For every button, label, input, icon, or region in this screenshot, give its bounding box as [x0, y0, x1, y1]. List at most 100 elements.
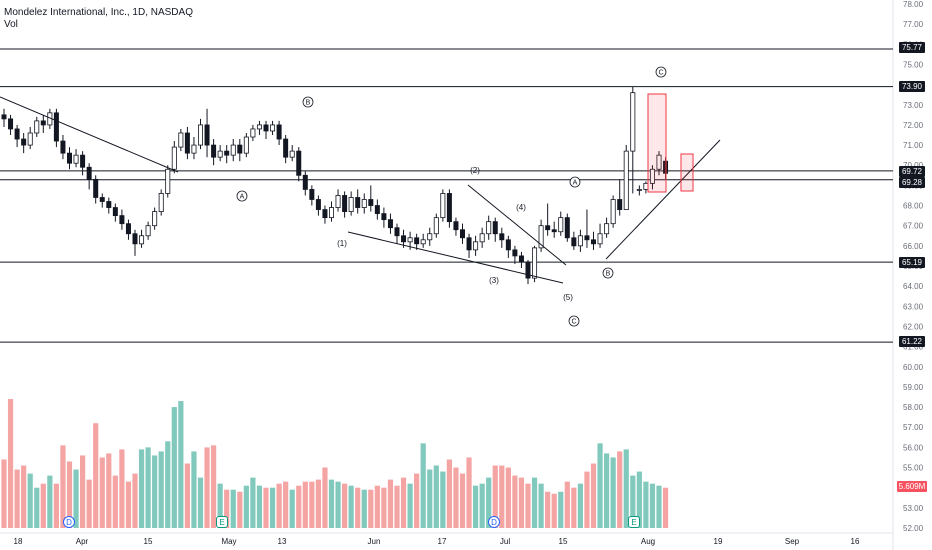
time-tick-label: 15 — [144, 537, 153, 546]
candle-body — [420, 239, 426, 245]
candle-body — [14, 128, 20, 140]
dividend-event-icon[interactable]: D — [488, 516, 500, 528]
volume-bar — [335, 481, 341, 528]
price-tick-label: 52.00 — [903, 524, 924, 533]
volume-bar — [505, 467, 511, 528]
wave-label-circle — [655, 66, 667, 78]
candle-body — [348, 197, 354, 212]
volume-bar — [132, 473, 138, 528]
wave-label-circle — [302, 96, 314, 108]
candle-body — [211, 144, 217, 158]
candle-body — [617, 199, 623, 210]
wave-label-circle — [602, 267, 614, 279]
volume-bar — [427, 469, 433, 528]
volume-bar — [387, 479, 394, 528]
volume-bar — [99, 457, 105, 528]
candle-body — [145, 225, 151, 237]
candle-body — [243, 136, 249, 154]
volume-bar — [230, 489, 236, 528]
volume-bar — [473, 485, 479, 528]
volume-bar — [492, 465, 498, 528]
volume-bar — [184, 463, 190, 528]
volume-bar — [479, 483, 485, 528]
price-level-tag: 73.90 — [899, 81, 925, 92]
volume-bar — [420, 443, 426, 528]
candle-body — [119, 215, 125, 225]
volume-bar — [531, 477, 538, 528]
volume-bar — [374, 485, 380, 528]
candle-body — [453, 221, 459, 231]
earnings-event-icon[interactable]: E — [216, 516, 228, 528]
volume-bar — [538, 483, 544, 528]
price-tick-label: 64.00 — [903, 282, 924, 291]
candle-body — [276, 124, 282, 140]
candle-body — [309, 189, 315, 200]
volume-bar — [499, 465, 505, 528]
candle-body — [67, 152, 73, 164]
candle-body — [525, 261, 531, 279]
volume-bar — [394, 485, 400, 528]
volume-bar — [577, 483, 583, 528]
candle-body — [152, 211, 158, 227]
volume-bar — [138, 449, 145, 528]
candle-body — [466, 237, 472, 251]
price-level-tag: 75.77 — [899, 42, 925, 53]
candle-body — [283, 138, 289, 158]
volume-bar — [643, 481, 649, 528]
volume-bar — [558, 491, 564, 528]
dividend-event-icon[interactable]: D — [63, 516, 75, 528]
candle-body — [230, 144, 236, 156]
volume-bar — [407, 483, 413, 528]
candle-body — [551, 229, 557, 233]
price-tick-label: 61.00 — [903, 343, 924, 352]
price-level-tag: 69.28 — [899, 177, 925, 188]
volume-bar — [7, 399, 14, 528]
time-tick-label: May — [221, 537, 236, 546]
volume-bar — [86, 479, 92, 528]
volume-bar — [224, 489, 230, 528]
candle-body — [178, 132, 184, 148]
candle-body — [99, 197, 105, 202]
earnings-event-icon[interactable]: E — [628, 516, 640, 528]
price-tick-label: 59.00 — [903, 383, 924, 392]
time-tick-label: 19 — [714, 537, 723, 546]
highlight-box — [647, 93, 667, 193]
volume-bar — [263, 487, 269, 528]
volume-bar — [250, 477, 256, 528]
candle-body — [60, 140, 66, 154]
candle-body — [532, 247, 538, 279]
candle-body — [518, 255, 524, 263]
price-tick-label: 67.00 — [903, 222, 924, 231]
price-level-tag: 61.22 — [899, 336, 925, 347]
wave-label-circle — [569, 176, 581, 188]
wave-label: B — [306, 100, 311, 107]
candle-body — [623, 150, 629, 210]
volume-bar — [53, 483, 59, 528]
volume-bar — [60, 445, 66, 528]
volume-bar — [309, 481, 315, 528]
volume-bar — [21, 465, 27, 528]
price-tick-label: 66.00 — [903, 242, 924, 251]
candle-body — [610, 199, 616, 225]
volume-bar — [348, 485, 354, 528]
candle-body — [538, 225, 544, 249]
volume-bar — [289, 489, 295, 528]
candle-body — [656, 154, 662, 170]
candle-body — [401, 235, 407, 243]
downtrend-line — [0, 96, 179, 173]
price-tick-label: 75.00 — [903, 60, 924, 69]
volume-bar — [597, 443, 603, 528]
volume-bar — [191, 451, 197, 528]
candle-body — [649, 168, 655, 184]
candle-body — [558, 217, 564, 233]
price-tick-label: 77.00 — [903, 20, 924, 29]
volume-bar — [361, 489, 367, 528]
volume-bar — [269, 487, 276, 528]
wave-label: (3) — [489, 276, 499, 285]
volume-bar — [302, 481, 308, 528]
volume-bar — [315, 479, 321, 528]
volume-bar — [545, 491, 551, 528]
candle-body — [21, 138, 27, 146]
price-tick-label: 60.00 — [903, 363, 924, 372]
